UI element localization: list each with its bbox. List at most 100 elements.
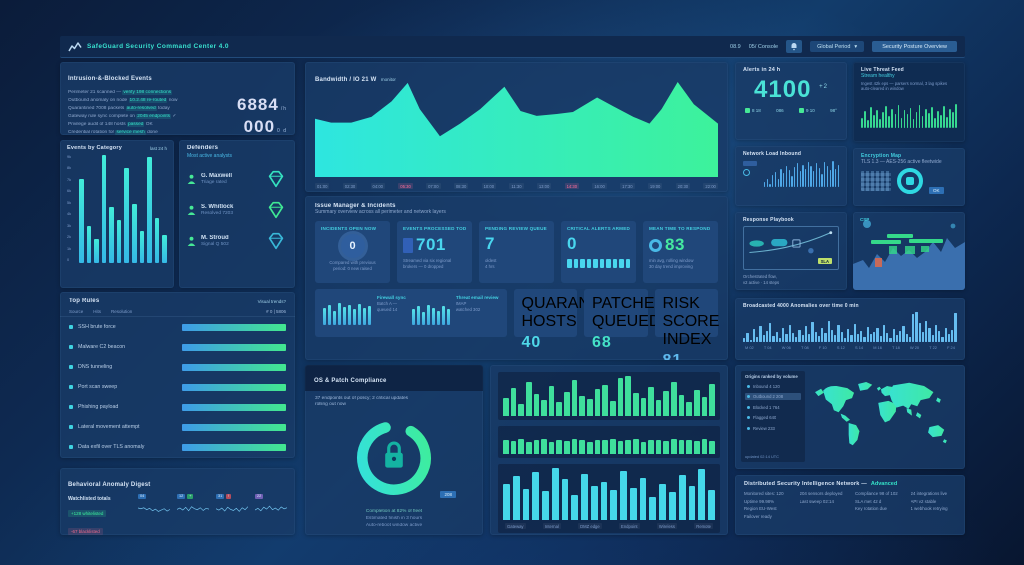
rules-column-header: Hits — [93, 309, 102, 314]
geo-legend-row[interactable]: Review 233 — [745, 425, 801, 432]
panel-alerts-24h: Alerts in 24 h 4100 +2 8 18 086 9 10 98° — [735, 62, 847, 140]
rule-bar — [182, 443, 286, 451]
world-map[interactable] — [811, 370, 959, 464]
wave-bar — [850, 335, 853, 342]
alerts-24h-value: 4100 +2 — [754, 76, 828, 103]
defender-row[interactable]: M. Stroud Signal Q 502 — [187, 230, 287, 252]
rule-row[interactable]: Data exfil over TLS anomaly — [60, 437, 295, 457]
digest-badge: 22 — [255, 494, 264, 499]
rule-icon — [69, 425, 73, 429]
panel-title: Defenders — [187, 145, 219, 151]
wave-bar — [882, 324, 885, 342]
rule-row[interactable]: Port scan sweep — [60, 377, 295, 397]
panel-badge: last 24 h — [149, 145, 167, 151]
period-dropdown[interactable]: Global Period ▾ — [810, 41, 865, 52]
cluster-bar — [629, 487, 637, 520]
panel-activity-bands: Gateway Internal DMZ edge Endpoint Wireless R… — [490, 365, 728, 535]
x-axis-label: M 16 — [873, 344, 882, 350]
queue-text: Firewall sync Batch A — queued 14 — [377, 295, 406, 313]
footer-line: 24 integrations live — [910, 491, 948, 496]
report-button[interactable]: Security Posture Overview — [872, 41, 957, 52]
alert-counters: 6884/h 000 0 d — [225, 90, 287, 136]
card-critical-alerts[interactable]: CRITICAL ALERTS ARMED 0 — [561, 221, 636, 283]
rule-row[interactable]: SSH brute force — [60, 317, 295, 337]
feed-bar — [897, 104, 900, 128]
alert-line-link[interactable]: verify 198 connections — [122, 90, 173, 95]
feed-bar — [940, 115, 942, 128]
rule-label: Port scan sweep — [78, 384, 118, 390]
activity-bar — [632, 392, 639, 416]
feed-bar — [943, 105, 945, 128]
segment-bar — [625, 259, 630, 268]
activity-bar — [556, 439, 563, 454]
tick-bar — [416, 305, 420, 325]
defender-row[interactable]: S. Whitlock Resolved 7203 — [187, 199, 287, 221]
alert-line-link[interactable]: 2045 endpoints — [136, 113, 172, 119]
rule-row[interactable]: Lateral movement attempt — [60, 417, 295, 437]
navbar: SafeGuard Security Command Center 4.0 08… — [60, 36, 965, 58]
activity-bar — [617, 378, 624, 416]
geo-legend-row[interactable]: Outbound 2 208 — [745, 393, 801, 400]
card-patches-queued[interactable]: PATCHES QUEUED 68 — [584, 289, 665, 351]
digest-badge: ! — [226, 494, 232, 499]
event-bar — [94, 239, 99, 263]
rule-row[interactable]: Malware C2 beacon — [60, 337, 295, 357]
nav-console-link[interactable]: 05/ Console — [748, 43, 779, 50]
alert-line-link[interactable]: passed — [126, 121, 145, 127]
wave-bar — [941, 336, 944, 342]
card-incidents-open[interactable]: INCIDENTS OPEN NOW 0 Compared with previ… — [315, 221, 390, 283]
defender-info: M. Stroud Signal Q 502 — [201, 235, 260, 247]
alert-line-text: Outbound anomaly on node — [68, 97, 129, 103]
feed-bar — [867, 120, 869, 128]
wave-bar — [866, 327, 869, 342]
events-bar-chart: 9k 8k 7k 6k 5k 4k 3k 2k 1k 0 — [60, 153, 174, 271]
card-quarantined-hosts[interactable]: QUARANTINED HOSTS 40 — [513, 289, 638, 351]
activity-bar — [594, 388, 601, 416]
y-tick-label: 2k — [67, 235, 72, 240]
app-title: SafeGuard Security Command Center 4.0 — [87, 43, 229, 50]
x-axis-label: Wireless — [656, 523, 677, 529]
sla-badge: SLA — [817, 258, 832, 264]
notifications-button[interactable] — [786, 40, 803, 53]
event-bar — [147, 157, 152, 263]
digest-badge: 12 — [177, 494, 186, 499]
card-pending-review[interactable]: PENDING REVIEW QUEUE 7 oldest 4 hrs — [479, 221, 554, 283]
inbound-bar — [799, 170, 801, 187]
segment-bar — [580, 259, 585, 268]
card-mttr[interactable]: MEAN TIME TO RESPOND 83 min avg, rolling… — [643, 221, 718, 283]
alert-line-link[interactable]: auto-resolved — [125, 105, 157, 111]
panel-issue-manager: Issue Manager & Incidents Summary overvi… — [305, 196, 728, 360]
wave-bar — [749, 339, 752, 342]
feed-bar — [934, 118, 936, 128]
alert-line-text: today — [156, 105, 170, 111]
panel-anomaly-digest: Behavioral Anomaly Digest Watchlisted to… — [60, 468, 295, 535]
mini-icon — [745, 108, 750, 113]
x-axis-label: 22:00 — [703, 183, 718, 189]
alert-line-link[interactable]: 10.2.48 re-routed — [128, 97, 168, 103]
rule-row[interactable]: Phishing payload — [60, 397, 295, 417]
card-queues[interactable]: Firewall sync Batch A — queued 14 Threat… — [315, 289, 507, 337]
geo-legend-row[interactable]: Flagged 640 — [745, 414, 801, 421]
wave-bar — [908, 337, 911, 342]
encryption-content: OK — [853, 165, 965, 197]
footer-title: Distributed Security Intelligence Networ… — [744, 481, 867, 487]
geo-legend-row[interactable]: Blocked 1 764 — [745, 404, 801, 411]
card-note: oldest — [485, 258, 497, 263]
rule-row[interactable]: DNS tunneling — [60, 357, 295, 377]
card-events-processed[interactable]: EVENTS PROCESSED TODAY — LIVE 701 Stream… — [397, 221, 472, 283]
activity-bar — [709, 440, 715, 454]
alert-stat: 98° — [830, 108, 837, 113]
y-tick-label: 5k — [67, 200, 72, 205]
defender-row[interactable]: G. Maxwell Triage rated — [187, 168, 287, 190]
geo-legend-row[interactable]: Inbound 4 120 — [745, 383, 801, 390]
wave-bar — [785, 334, 788, 342]
queue-note: IMAP — [455, 301, 467, 306]
card-risk-score[interactable]: RISK SCORE INDEX 81 — [654, 289, 719, 360]
alert-line-link[interactable]: service mesh — [115, 129, 146, 135]
alert-line: Gateway rule sync complete on 2045 endpo… — [68, 113, 219, 119]
inbound-bar — [764, 181, 766, 187]
alert-line: Quarantined 7008 packets auto-resolved t… — [68, 105, 219, 111]
feed-bar — [864, 111, 866, 128]
activity-bar — [525, 442, 532, 454]
activity-bar — [571, 438, 578, 454]
